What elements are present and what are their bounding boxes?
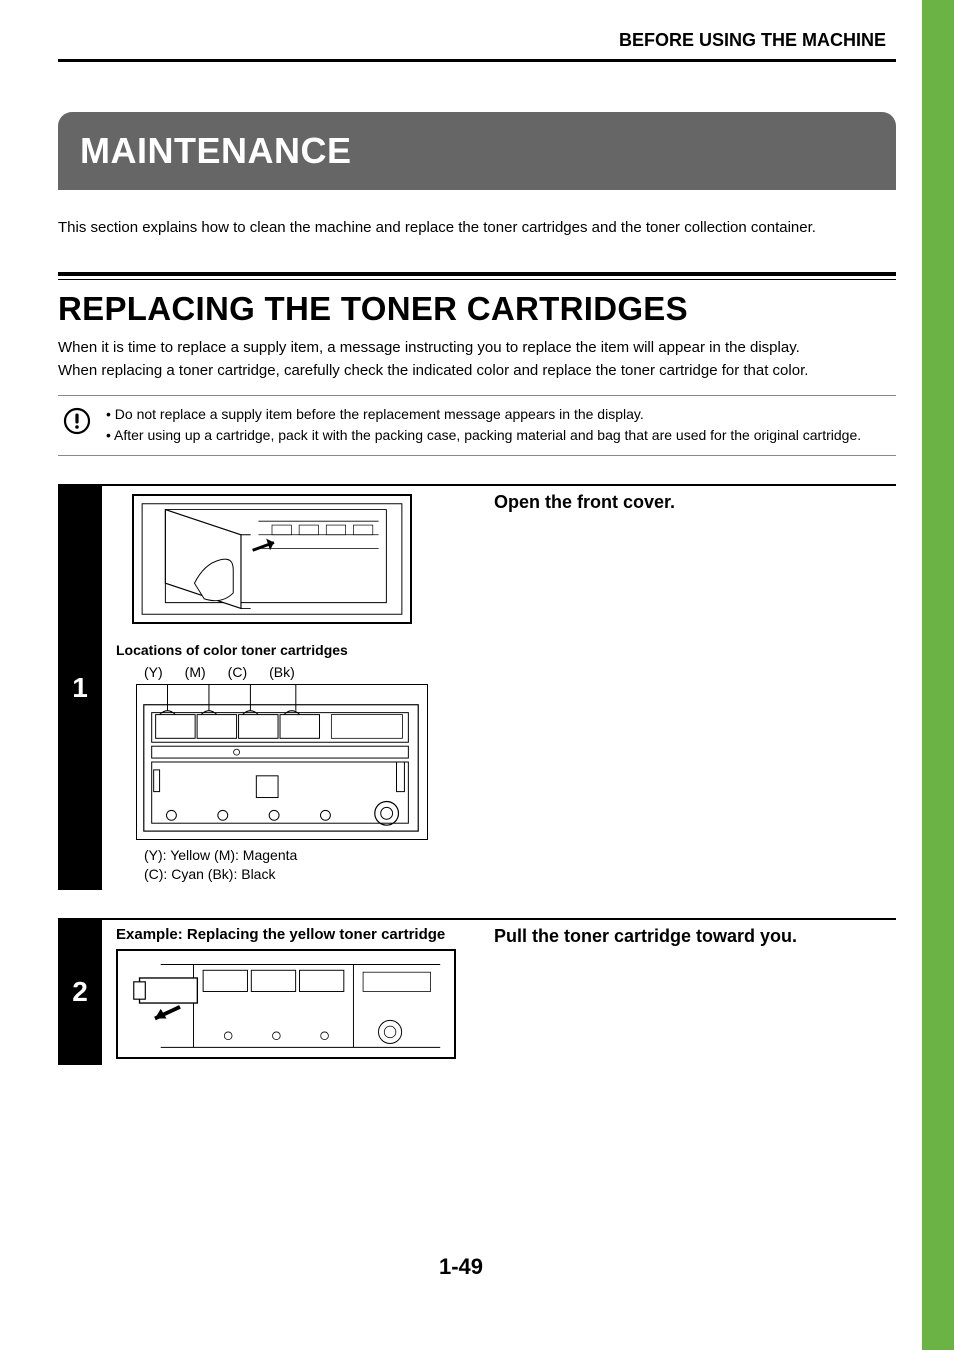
- figure-cartridge-locations: [136, 684, 428, 840]
- caution-bullet-2: After using up a cartridge, pack it with…: [106, 425, 861, 447]
- legend-line-1: (Y): Yellow (M): Magenta: [144, 846, 476, 865]
- step-right-column: Pull the toner cartridge toward you.: [494, 926, 896, 1059]
- cartridge-color-labels: (Y) (M) (C) (Bk): [144, 664, 476, 680]
- label-y: (Y): [144, 664, 163, 680]
- cartridge-location-label: Locations of color toner cartridges: [116, 642, 476, 658]
- chapter-header: BEFORE USING THE MACHINE: [58, 30, 896, 62]
- page-content: BEFORE USING THE MACHINE MAINTENANCE Thi…: [0, 0, 954, 1065]
- page-number: 1-49: [0, 1254, 922, 1280]
- step-left-column: Locations of color toner cartridges (Y) …: [116, 492, 476, 884]
- figure-open-cover: [132, 494, 412, 624]
- caution-list: Do not replace a supply item before the …: [106, 404, 861, 447]
- step-1: 1: [58, 486, 896, 890]
- label-bk: (Bk): [269, 664, 295, 680]
- label-m: (M): [185, 664, 206, 680]
- legend-line-2: (C): Cyan (Bk): Black: [144, 865, 476, 884]
- example-label: Example: Replacing the yellow toner cart…: [116, 926, 476, 943]
- step-right-column: Open the front cover.: [494, 492, 896, 884]
- section-banner: MAINTENANCE: [58, 112, 896, 190]
- cartridge-legend: (Y): Yellow (M): Magenta (C): Cyan (Bk):…: [144, 846, 476, 884]
- section-paragraph-1: When it is time to replace a supply item…: [58, 338, 896, 358]
- side-accent-tab: [922, 0, 954, 1350]
- step-body: Locations of color toner cartridges (Y) …: [116, 486, 896, 890]
- caution-bullet-1: Do not replace a supply item before the …: [106, 404, 861, 426]
- caution-callout: Do not replace a supply item before the …: [58, 395, 896, 456]
- step-number: 1: [58, 486, 102, 890]
- step-number: 2: [58, 920, 102, 1065]
- step-body: Example: Replacing the yellow toner cart…: [116, 920, 896, 1065]
- figure-pull-cartridge: [116, 949, 456, 1059]
- section-heading: REPLACING THE TONER CARTRIDGES: [58, 290, 896, 328]
- caution-icon: [62, 406, 92, 441]
- label-c: (C): [228, 664, 247, 680]
- step-left-column: Example: Replacing the yellow toner cart…: [116, 926, 476, 1059]
- step-2: 2 Example: Replacing the yellow toner ca…: [58, 920, 896, 1065]
- intro-paragraph: This section explains how to clean the m…: [58, 218, 896, 238]
- step-2-title: Pull the toner cartridge toward you.: [494, 926, 896, 947]
- step-1-title: Open the front cover.: [494, 492, 896, 513]
- double-rule: [58, 272, 896, 280]
- section-paragraph-2: When replacing a toner cartridge, carefu…: [58, 361, 896, 381]
